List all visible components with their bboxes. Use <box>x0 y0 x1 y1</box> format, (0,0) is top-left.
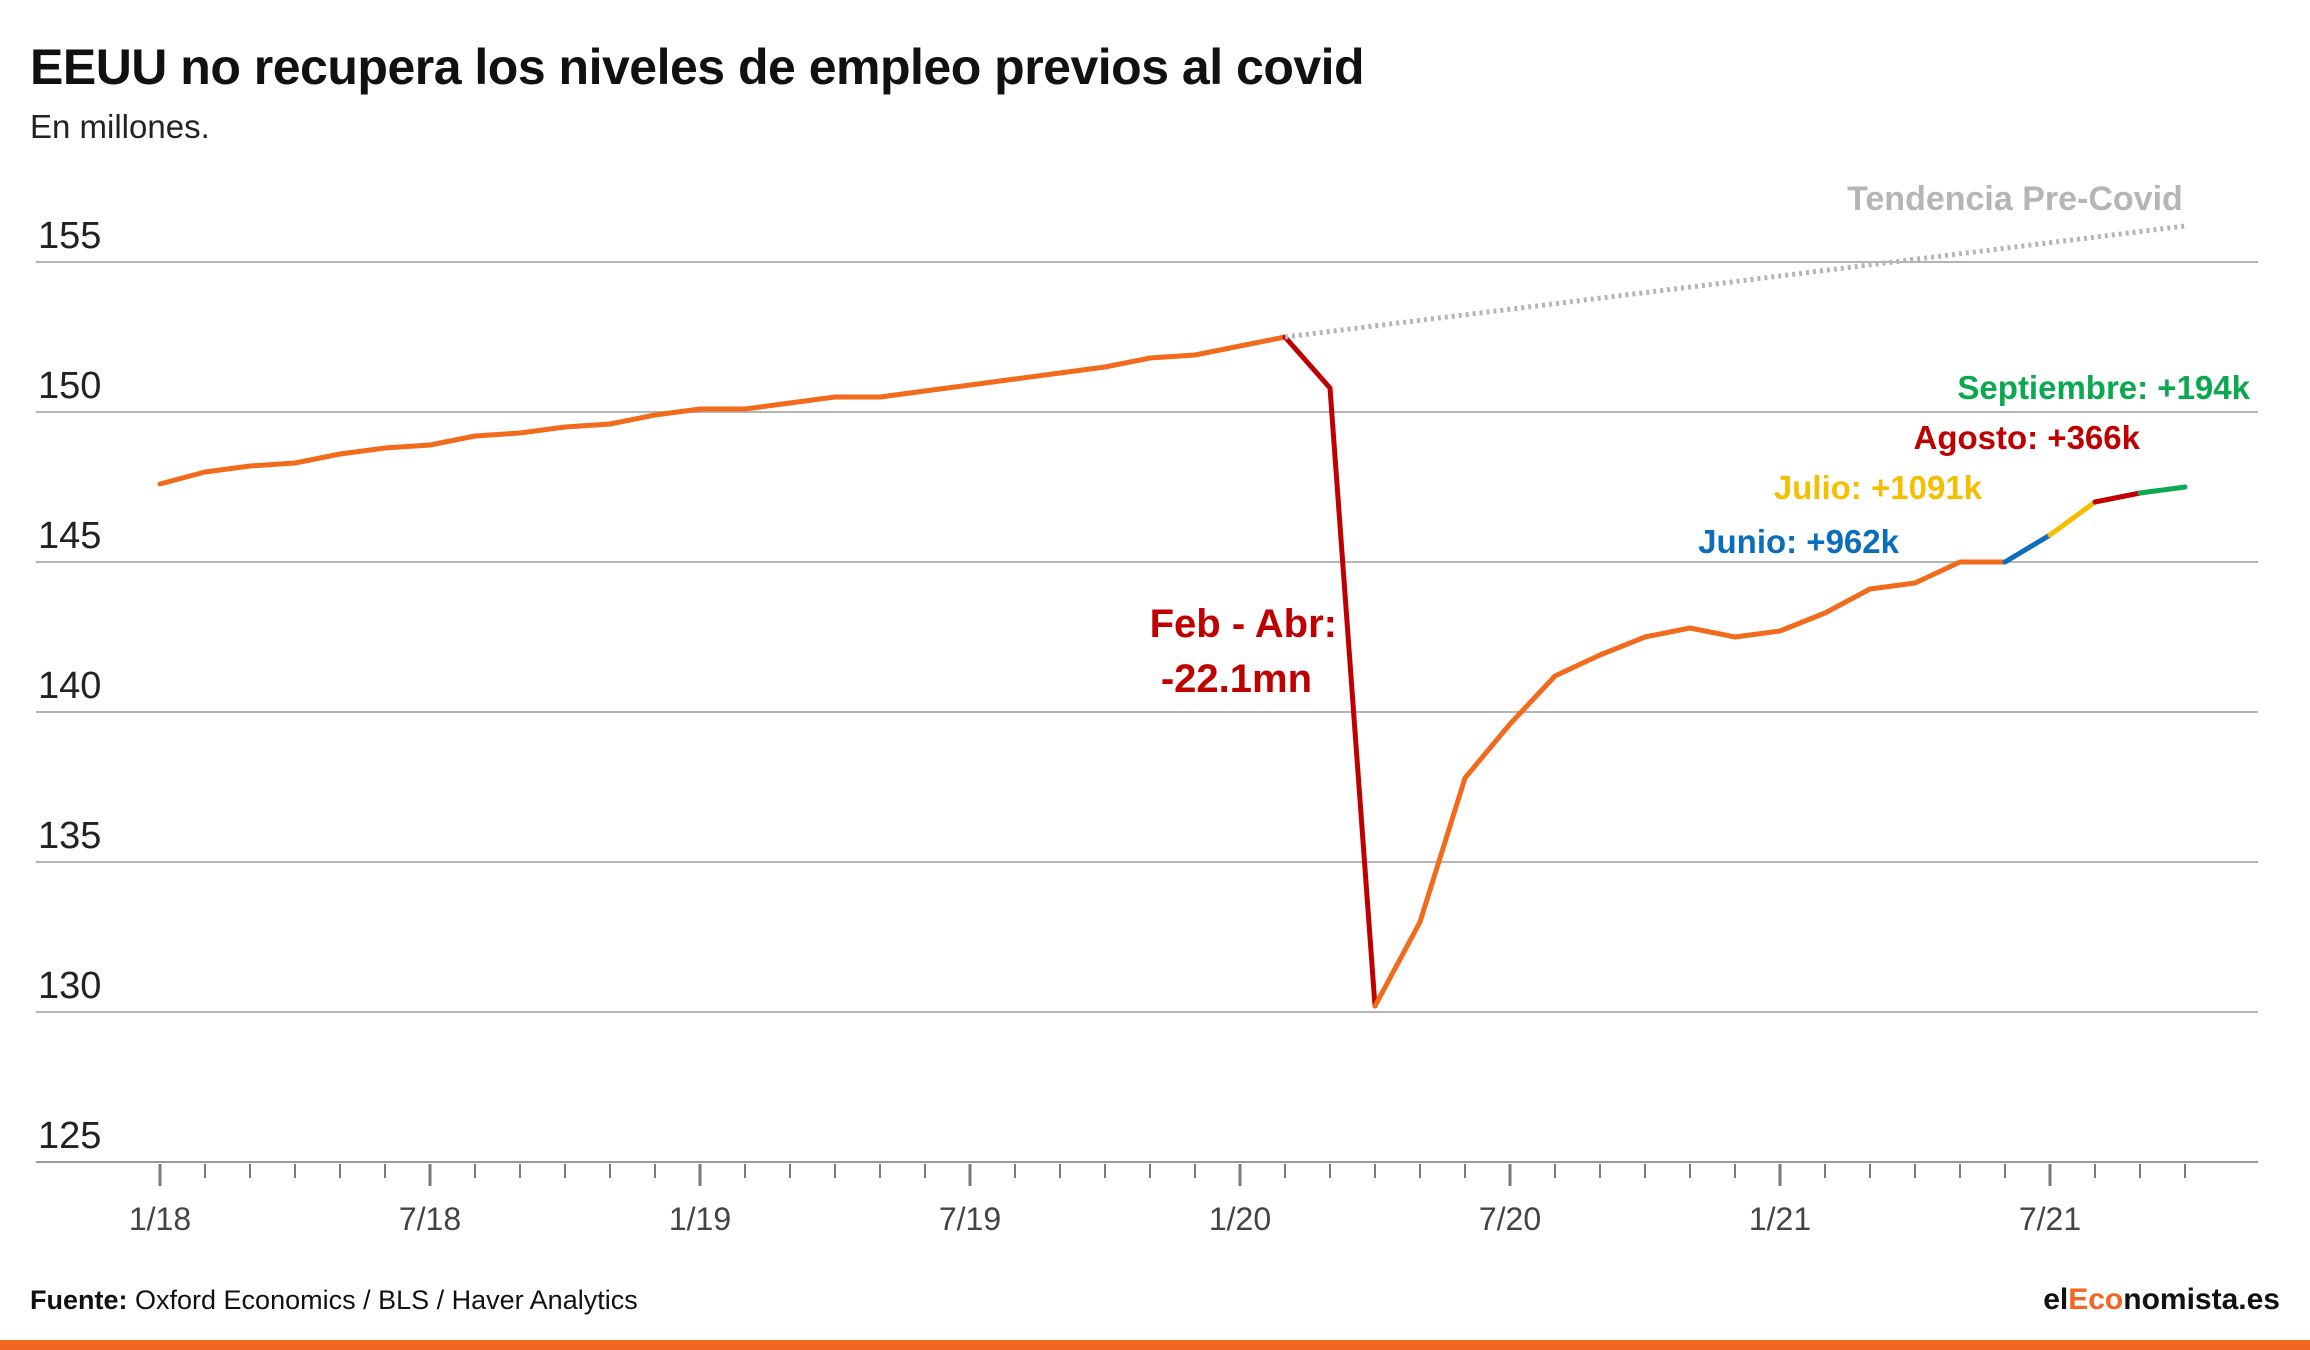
source-note: Fuente: Oxford Economics / BLS / Haver A… <box>30 1285 638 1316</box>
x-tick-label-7-19: 7/19 <box>939 1201 1001 1237</box>
y-tick-label-125: 125 <box>38 1115 101 1157</box>
x-tick-label-1-18: 1/18 <box>129 1201 191 1237</box>
source-text: Oxford Economics / BLS / Haver Analytics <box>135 1285 638 1315</box>
annotation-drop-line1: Feb - Abr: <box>1150 602 1337 646</box>
annotation-junio: Junio: +962k <box>1698 523 1899 560</box>
series-line-julio-4 <box>2047 499 2098 538</box>
chart-title: EEUU no recupera los niveles de empleo p… <box>30 39 1365 95</box>
source-label: Fuente: <box>30 1285 128 1315</box>
x-tick-label-7-20: 7/20 <box>1479 1201 1541 1237</box>
series-line-agosto-5 <box>2092 490 2143 505</box>
y-tick-label-130: 130 <box>38 965 101 1007</box>
logo-part-eco: Eco <box>2068 1283 2124 1316</box>
y-axis-labels: 125 130 135 140 145 150 155 <box>38 215 101 1157</box>
annotation-julio: Julio: +1091k <box>1774 469 1983 506</box>
y-tick-label-145: 145 <box>38 515 101 557</box>
series-line-septiembre-6 <box>2137 484 2188 496</box>
series-line-main-2 <box>1372 559 2008 1009</box>
series-line-drop-1 <box>1282 334 1378 1009</box>
series-line-junio-3 <box>2002 532 2053 565</box>
chart-subtitle: En millones. <box>30 108 210 145</box>
x-tick-label-7-18: 7/18 <box>399 1201 461 1237</box>
series-lines <box>157 223 2188 1009</box>
x-tick-label-7-21: 7/21 <box>2019 1201 2081 1237</box>
x-tick-label-1-20: 1/20 <box>1209 1201 1271 1237</box>
grid-lines <box>36 261 2258 1013</box>
annotation-septiembre: Septiembre: +194k <box>1957 369 2250 406</box>
annotation-agosto: Agosto: +366k <box>1914 419 2141 456</box>
series-line-main-0 <box>157 334 1288 487</box>
annotation-drop-line2: -22.1mn <box>1161 657 1312 701</box>
series-line-trend-7 <box>1284 223 2186 340</box>
brand-logo[interactable]: elEconomista.es <box>2043 1283 2280 1317</box>
logo-part-nomista: nomista.es <box>2123 1283 2280 1316</box>
y-tick-label-155: 155 <box>38 215 101 257</box>
x-tick-label-1-19: 1/19 <box>669 1201 731 1237</box>
x-tick-label-1-21: 1/21 <box>1749 1201 1811 1237</box>
y-tick-label-140: 140 <box>38 665 101 707</box>
logo-part-el: el <box>2043 1283 2069 1316</box>
y-tick-label-135: 135 <box>38 815 101 857</box>
brand-bottom-bar <box>0 1340 2310 1350</box>
y-tick-label-150: 150 <box>38 365 101 407</box>
annotations: Tendencia Pre-Covid Feb - Abr: -22.1mn Sept… <box>1150 180 2251 701</box>
x-axis: 1/18 7/18 1/19 7/19 1/20 7/20 1/21 7/21 <box>36 1161 2258 1237</box>
annotation-trend: Tendencia Pre-Covid <box>1847 180 2183 218</box>
